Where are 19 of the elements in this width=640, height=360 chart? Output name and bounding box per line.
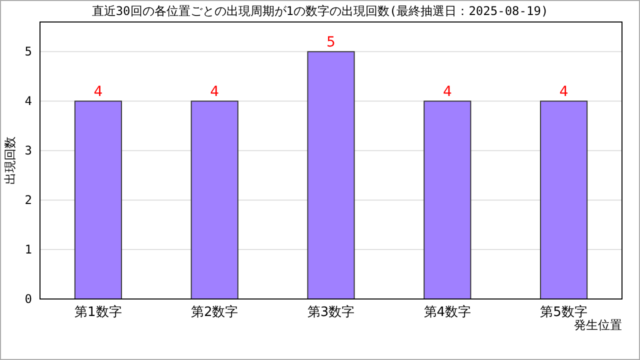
y-axis-title: 出現回数: [3, 136, 17, 184]
x-tick-label: 第4数字: [424, 304, 472, 320]
data-label: 4: [559, 84, 568, 100]
y-tick-label: 0: [24, 292, 32, 306]
y-tick-label: 4: [24, 94, 32, 108]
y-tick-label: 2: [24, 193, 32, 208]
chart-title: 直近30回の各位置ごとの出現周期が1の数字の出現回数(最終抽選日：2025-08-19): [92, 4, 548, 18]
y-tick-label: 1: [24, 242, 32, 257]
y-tick-label: 3: [24, 144, 32, 158]
data-label: 4: [210, 84, 220, 100]
x-tick-label: 第1数字: [74, 304, 122, 320]
x-tick-label: 第5数字: [540, 304, 588, 320]
data-label: 4: [94, 84, 103, 100]
x-tick-label: 第2数字: [190, 304, 238, 320]
x-axis-title: 発生位置: [574, 318, 622, 332]
data-label: 5: [326, 34, 336, 51]
x-tick-label: 第3数字: [307, 304, 355, 320]
y-tick-label: 5: [24, 44, 32, 59]
data-label: 4: [442, 84, 452, 100]
